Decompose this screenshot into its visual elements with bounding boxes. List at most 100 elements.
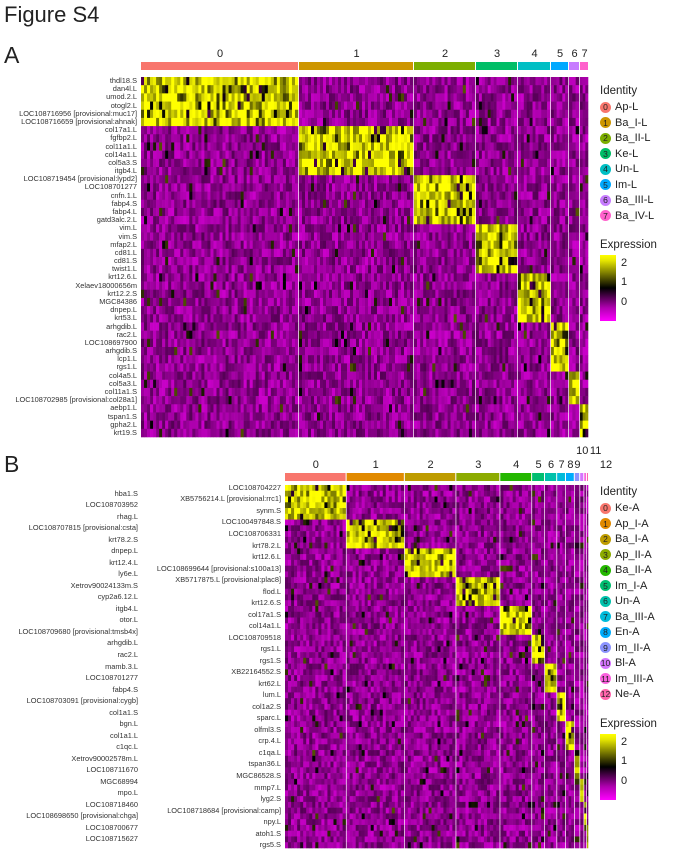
heatmap-cell (216, 216, 220, 225)
heatmap-cell (225, 232, 229, 241)
heatmap-cell (177, 338, 181, 348)
heatmap-cell (291, 428, 296, 438)
heatmap-cell (174, 134, 178, 143)
heatmap-cell (174, 240, 178, 250)
heatmap-cell (392, 101, 396, 111)
heatmap-cell (258, 322, 263, 331)
heatmap-cell (383, 183, 387, 192)
heatmap-cell (225, 330, 229, 340)
heatmap-cell (453, 273, 457, 282)
heatmap-cell (291, 379, 296, 389)
expression-color-bar (600, 255, 616, 321)
heatmap-cell (228, 101, 232, 111)
heatmap-cell (398, 175, 402, 184)
heatmap-cell (365, 158, 369, 168)
heatmap-cell (435, 330, 439, 340)
heatmap-cell (183, 93, 187, 102)
heatmap-cell (308, 109, 312, 119)
heatmap-cell (156, 428, 160, 438)
heatmap-cell (237, 232, 241, 241)
heatmap-cell (332, 379, 336, 389)
heatmap-cell (417, 216, 421, 225)
heatmap-cell (335, 232, 339, 241)
heatmap-cell (246, 412, 250, 421)
heatmap-cell (347, 85, 351, 94)
heatmap-cell (350, 257, 354, 266)
heatmap-cell (438, 355, 442, 364)
heatmap-cell (177, 117, 181, 127)
heatmap-cell (432, 387, 436, 397)
heatmap-cell (398, 371, 402, 381)
heatmap-cell (453, 396, 457, 405)
heatmap-cell (237, 289, 241, 299)
heatmap-cell (231, 396, 235, 405)
heatmap-cell (246, 428, 250, 438)
heatmap-cell (326, 109, 330, 119)
heatmap-cell (305, 93, 309, 102)
heatmap-cell (335, 281, 339, 291)
heatmap-cell (213, 142, 217, 151)
heatmap-cell (453, 150, 457, 160)
heatmap-cell (144, 77, 148, 86)
heatmap-cell (444, 347, 448, 356)
heatmap-cell (347, 109, 351, 119)
heatmap-cell (294, 101, 299, 111)
heatmap-cell (441, 183, 445, 192)
heatmap-cell (344, 126, 348, 135)
heatmap-cell (459, 93, 464, 102)
heatmap-cell (141, 338, 145, 348)
identity-name: Ne-A (615, 688, 641, 700)
heatmap-cell (317, 297, 321, 307)
heatmap-cell (468, 77, 473, 86)
heatmap-cell (219, 167, 223, 176)
heatmap-cell (237, 330, 241, 340)
heatmap-cell (201, 379, 205, 389)
heatmap-cell (302, 85, 306, 94)
heatmap-cell (471, 126, 476, 135)
heatmap-cell (147, 265, 151, 274)
heatmap-cell (252, 265, 257, 274)
heatmap-cell (386, 314, 390, 323)
heatmap-cell (317, 257, 321, 266)
heatmap-cell (435, 314, 439, 323)
heatmap-cell (201, 175, 205, 184)
heatmap-cell (368, 412, 372, 421)
heatmap-cell (465, 175, 470, 184)
heatmap-cell (195, 281, 199, 291)
heatmap-cell (365, 371, 369, 381)
heatmap-cell (432, 281, 436, 291)
heatmap-cell (225, 191, 229, 201)
heatmap-cell (255, 248, 260, 258)
heatmap-cell (308, 322, 312, 331)
heatmap-cell (186, 420, 190, 430)
heatmap-cell (374, 175, 378, 184)
heatmap-cell (168, 330, 172, 340)
heatmap-cell (383, 158, 387, 168)
heatmap-cell (459, 183, 464, 192)
heatmap-cell (258, 85, 263, 94)
heatmap-cell (398, 396, 402, 405)
heatmap-cell (407, 338, 411, 348)
heatmap-cell (332, 240, 336, 250)
heatmap-cell (288, 248, 293, 258)
heatmap-cell (219, 273, 223, 282)
heatmap-cell (426, 314, 430, 323)
heatmap-cell (186, 281, 190, 291)
heatmap-cell (305, 420, 309, 430)
heatmap-cell (420, 281, 424, 291)
heatmap-cell (374, 322, 378, 331)
heatmap-cell (249, 387, 254, 397)
heatmap-cell (261, 314, 266, 323)
heatmap-cell (243, 240, 247, 250)
heatmap-cell (210, 363, 214, 372)
gene-labels: thdl18.S dan4l.L umod.2.L otogl2.L LOC108716… (0, 77, 137, 437)
heatmap-cell (234, 134, 238, 143)
heatmap-cell (423, 257, 427, 266)
heatmap-cell (276, 85, 281, 94)
heatmap-cell (465, 207, 470, 217)
heatmap-cell (273, 314, 278, 323)
heatmap-cell (371, 265, 375, 274)
heatmap-cell (341, 322, 345, 331)
heatmap-cell (444, 191, 448, 201)
heatmap-cell (404, 101, 408, 111)
